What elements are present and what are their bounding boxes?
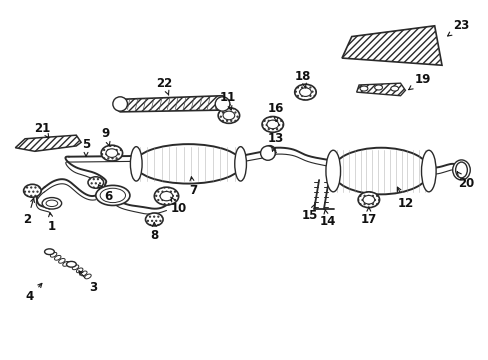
Ellipse shape xyxy=(234,147,246,181)
Ellipse shape xyxy=(260,146,275,160)
Polygon shape xyxy=(356,83,405,96)
Ellipse shape xyxy=(88,177,103,188)
Text: 5: 5 xyxy=(81,138,90,157)
Polygon shape xyxy=(15,135,81,151)
Ellipse shape xyxy=(154,187,178,205)
Ellipse shape xyxy=(359,86,367,91)
Text: 6: 6 xyxy=(98,185,112,203)
Text: 16: 16 xyxy=(267,102,284,121)
Ellipse shape xyxy=(46,200,58,207)
Ellipse shape xyxy=(294,84,316,100)
Text: 15: 15 xyxy=(302,204,318,222)
Text: 11: 11 xyxy=(219,91,235,110)
Text: 22: 22 xyxy=(156,77,172,95)
Ellipse shape xyxy=(455,162,467,178)
Ellipse shape xyxy=(54,255,61,260)
Ellipse shape xyxy=(325,150,340,192)
Ellipse shape xyxy=(357,192,379,208)
Text: 3: 3 xyxy=(79,271,97,294)
Ellipse shape xyxy=(390,86,398,91)
Ellipse shape xyxy=(374,85,382,90)
Ellipse shape xyxy=(42,198,61,209)
Text: 10: 10 xyxy=(170,197,186,215)
Ellipse shape xyxy=(72,265,79,270)
Text: 19: 19 xyxy=(408,73,430,90)
Ellipse shape xyxy=(145,213,163,226)
Polygon shape xyxy=(115,96,229,112)
Ellipse shape xyxy=(62,261,69,266)
Ellipse shape xyxy=(264,145,275,158)
Ellipse shape xyxy=(262,117,283,132)
Text: 4: 4 xyxy=(26,283,42,303)
Text: 13: 13 xyxy=(267,132,284,151)
Polygon shape xyxy=(341,26,441,65)
Ellipse shape xyxy=(96,185,130,206)
Ellipse shape xyxy=(106,149,118,157)
Text: 17: 17 xyxy=(360,207,376,226)
Ellipse shape xyxy=(81,271,87,276)
Text: 1: 1 xyxy=(48,213,56,233)
Ellipse shape xyxy=(23,184,41,197)
Text: 18: 18 xyxy=(294,69,310,88)
Ellipse shape xyxy=(44,249,54,255)
Ellipse shape xyxy=(266,120,278,129)
Ellipse shape xyxy=(299,88,311,96)
Ellipse shape xyxy=(84,274,91,279)
Text: 20: 20 xyxy=(456,172,473,190)
Ellipse shape xyxy=(160,192,172,201)
Ellipse shape xyxy=(223,111,234,120)
Ellipse shape xyxy=(452,160,469,180)
Text: 2: 2 xyxy=(23,198,35,226)
Ellipse shape xyxy=(130,147,142,181)
Ellipse shape xyxy=(135,144,242,184)
Text: 21: 21 xyxy=(34,122,50,138)
Ellipse shape xyxy=(59,258,65,263)
Text: 12: 12 xyxy=(396,187,413,210)
Ellipse shape xyxy=(331,148,429,194)
Text: 14: 14 xyxy=(319,209,335,228)
Ellipse shape xyxy=(101,145,122,161)
Text: 9: 9 xyxy=(101,127,110,146)
Ellipse shape xyxy=(113,97,127,111)
Ellipse shape xyxy=(76,268,83,273)
Text: 8: 8 xyxy=(150,222,158,242)
Ellipse shape xyxy=(218,108,239,123)
Ellipse shape xyxy=(50,252,57,257)
Text: 23: 23 xyxy=(447,19,468,36)
Ellipse shape xyxy=(215,97,229,111)
Ellipse shape xyxy=(362,195,374,204)
Ellipse shape xyxy=(421,150,435,192)
Ellipse shape xyxy=(46,249,53,254)
Ellipse shape xyxy=(100,188,125,203)
Text: 7: 7 xyxy=(189,177,197,197)
Ellipse shape xyxy=(68,262,75,267)
Ellipse shape xyxy=(66,261,76,267)
